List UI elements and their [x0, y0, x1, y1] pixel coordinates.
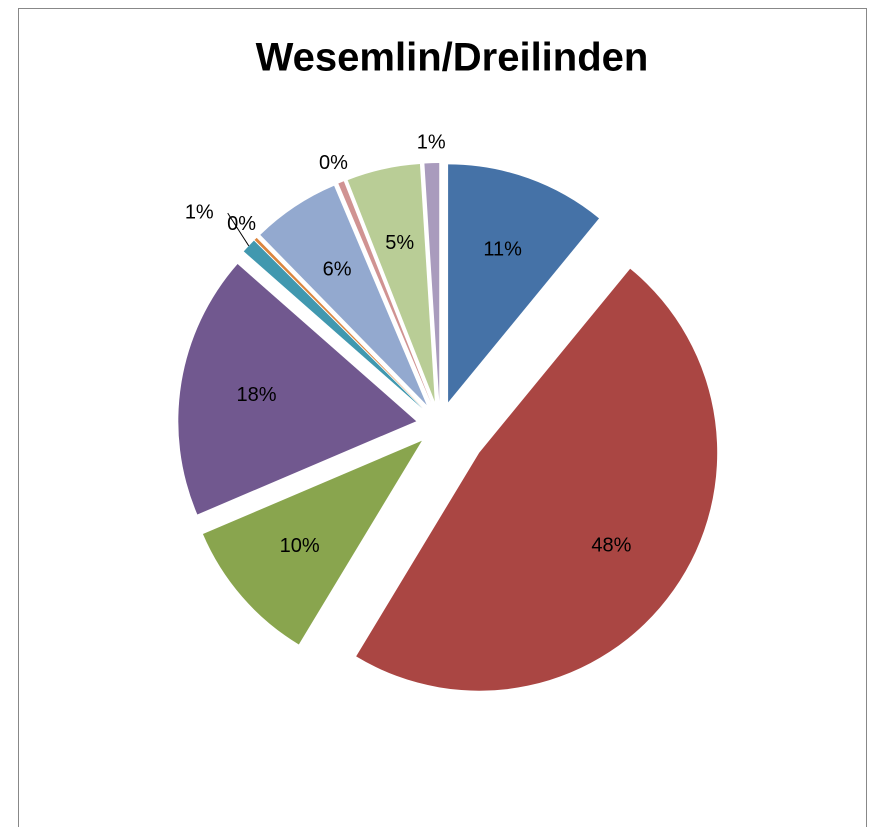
pie-slice [356, 268, 718, 691]
pie-slice [347, 164, 435, 402]
data-label: 0% [227, 213, 256, 235]
data-label: 0% [319, 152, 348, 174]
data-label: 48% [591, 534, 631, 556]
pie-slice [243, 240, 423, 409]
data-label: 18% [236, 384, 276, 406]
data-label: 10% [280, 535, 320, 557]
chart-title: Wesemlin/Dreilinden [256, 36, 649, 80]
pie-slice [338, 181, 431, 403]
pie-slice [424, 163, 440, 402]
pie-slice [260, 185, 427, 406]
chart-border [18, 8, 867, 832]
data-label: 1% [417, 131, 446, 153]
pie-slice [448, 164, 600, 403]
data-label: 1% [185, 201, 214, 223]
pie-slice [178, 264, 417, 515]
data-label: 6% [323, 259, 352, 281]
pie-slice [202, 440, 422, 645]
pie-slice [254, 237, 424, 408]
data-label: 11% [483, 238, 522, 260]
data-label: 5% [385, 232, 414, 254]
leader-line [227, 212, 250, 247]
